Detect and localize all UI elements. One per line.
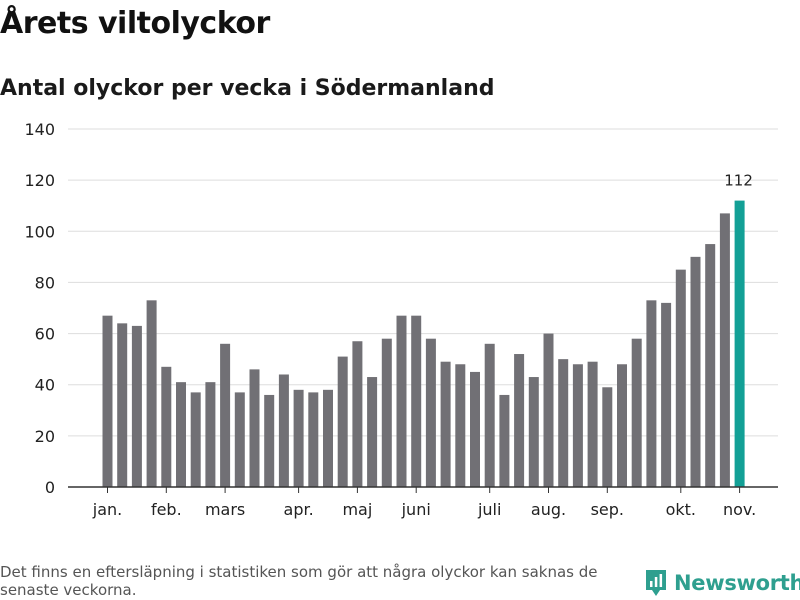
- bar: [484, 343, 495, 487]
- bar-chart: 0 20 40 60 80 100 120 140 jan. feb. mars apr. maj ju…: [24, 120, 778, 519]
- y-tick-label: 60: [35, 325, 55, 344]
- chart-subtitle: Antal olyckor per vecka i Södermanland: [0, 76, 495, 101]
- bar: [323, 389, 333, 487]
- x-tick-label: sep.: [591, 500, 624, 519]
- y-tick-label: 40: [35, 376, 55, 395]
- gridlines: [68, 128, 778, 437]
- bars: [102, 200, 745, 487]
- chart-title: Årets viltolyckor: [0, 6, 270, 41]
- bar: [455, 364, 466, 487]
- bar: [367, 377, 378, 487]
- bar: [249, 369, 260, 487]
- bar: [176, 382, 186, 487]
- bar: [440, 361, 451, 487]
- bar: [234, 392, 245, 487]
- x-tick-label: maj: [342, 500, 372, 519]
- y-tick-label: 140: [24, 120, 55, 139]
- bar-highlighted: [734, 200, 745, 487]
- x-tick-label: okt.: [666, 500, 696, 519]
- bar: [337, 356, 348, 487]
- newsworthy-logo-icon: [646, 570, 666, 596]
- bar: [264, 394, 275, 487]
- y-tick-label: 20: [35, 427, 55, 446]
- bar: [617, 364, 627, 487]
- y-tick-label: 0: [45, 478, 55, 497]
- y-tick-label: 80: [35, 273, 55, 292]
- x-tick-label: juli: [477, 500, 501, 519]
- brand-name: Newsworthy: [674, 571, 800, 595]
- x-tick-label: aug.: [531, 500, 566, 519]
- bar: [146, 300, 157, 487]
- bar: [308, 392, 319, 487]
- bar: [205, 382, 216, 487]
- bar: [411, 315, 422, 487]
- bar: [293, 389, 304, 487]
- y-tick-label: 120: [24, 171, 55, 190]
- bar-value-label: 112: [724, 172, 753, 190]
- bar: [161, 366, 172, 487]
- bar: [602, 387, 613, 487]
- bar: [528, 377, 539, 487]
- bar: [352, 341, 363, 487]
- bar: [543, 333, 554, 487]
- x-tick-label: feb.: [151, 500, 182, 519]
- bar: [102, 315, 113, 487]
- x-tick-label: apr.: [284, 500, 314, 519]
- x-tick-label: nov.: [723, 500, 756, 519]
- brand-logo: Newsworthy: [644, 568, 800, 598]
- bar: [514, 354, 525, 487]
- bar: [631, 338, 642, 487]
- bar: [587, 361, 598, 487]
- x-tick-label: juni: [401, 500, 431, 519]
- x-axis-ticks: jan. feb. mars apr. maj juni juli aug. sep. okt. n…: [92, 487, 756, 519]
- bar: [675, 269, 686, 487]
- y-tick-label: 100: [24, 222, 55, 241]
- x-tick-label: jan.: [92, 500, 122, 519]
- bar: [117, 323, 128, 487]
- bar: [396, 315, 407, 487]
- bar: [661, 302, 672, 487]
- bar: [425, 338, 436, 487]
- bar: [719, 213, 730, 487]
- bar: [572, 364, 583, 487]
- bar: [381, 338, 392, 487]
- bar: [499, 394, 510, 487]
- bar: [220, 343, 231, 487]
- bar: [558, 359, 569, 487]
- bar: [646, 300, 657, 487]
- footnote: Det finns en eftersläpning i statistiken…: [0, 563, 598, 599]
- bar: [190, 392, 201, 487]
- bar: [131, 325, 142, 487]
- bar: [470, 371, 480, 487]
- bar: [278, 374, 289, 487]
- bar: [690, 256, 701, 487]
- y-axis-ticks: 0 20 40 60 80 100 120 140: [24, 120, 55, 497]
- x-tick-label: mars: [205, 500, 245, 519]
- bar: [705, 244, 716, 487]
